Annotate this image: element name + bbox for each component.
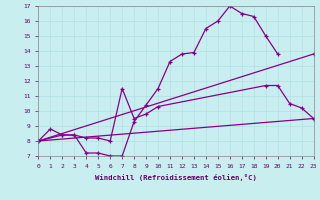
X-axis label: Windchill (Refroidissement éolien,°C): Windchill (Refroidissement éolien,°C) bbox=[95, 174, 257, 181]
